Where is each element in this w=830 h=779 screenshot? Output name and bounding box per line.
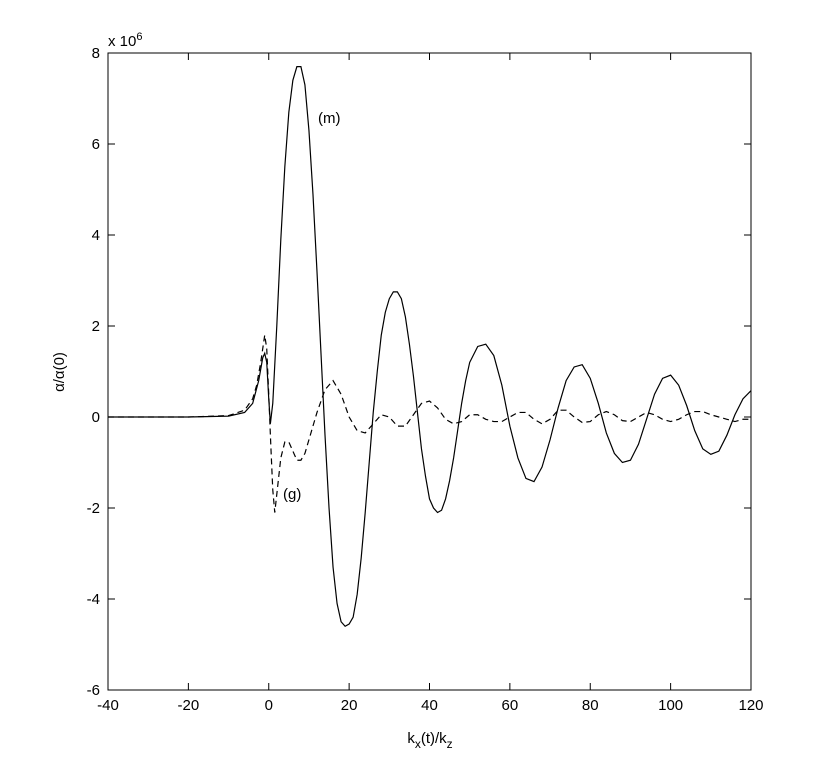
line bbox=[108, 335, 751, 513]
x-tick-label: 80 bbox=[582, 697, 599, 714]
y-tick-label: 0 bbox=[92, 409, 100, 426]
y-multiplier: x 106 bbox=[108, 31, 142, 50]
y-tick-label: 4 bbox=[92, 227, 100, 244]
plot-frame bbox=[107, 52, 752, 691]
y-tick-label: 2 bbox=[92, 318, 100, 335]
x-tick-label: 60 bbox=[502, 697, 519, 714]
annotation: (m) bbox=[318, 110, 341, 127]
x-tick-label: -40 bbox=[97, 697, 119, 714]
x-tick-label: 120 bbox=[738, 697, 763, 714]
line bbox=[108, 66, 751, 628]
y-tick-label: -4 bbox=[87, 591, 100, 608]
x-tick-label: 20 bbox=[341, 697, 358, 714]
x-tick-label: 0 bbox=[265, 697, 273, 714]
y-tick-label: -2 bbox=[87, 500, 100, 517]
x-axis-label: kx(t)/kz bbox=[407, 730, 452, 751]
y-tick-label: 8 bbox=[92, 45, 100, 62]
x-tick-label: -20 bbox=[178, 697, 200, 714]
x-tick-label: 40 bbox=[421, 697, 438, 714]
y-tick-label: -6 bbox=[87, 682, 100, 699]
x-tick-label: 100 bbox=[658, 697, 683, 714]
y-axis-label: α/α(0) bbox=[51, 352, 68, 392]
annotation: (g) bbox=[283, 486, 301, 503]
y-tick-label: 6 bbox=[92, 136, 100, 153]
